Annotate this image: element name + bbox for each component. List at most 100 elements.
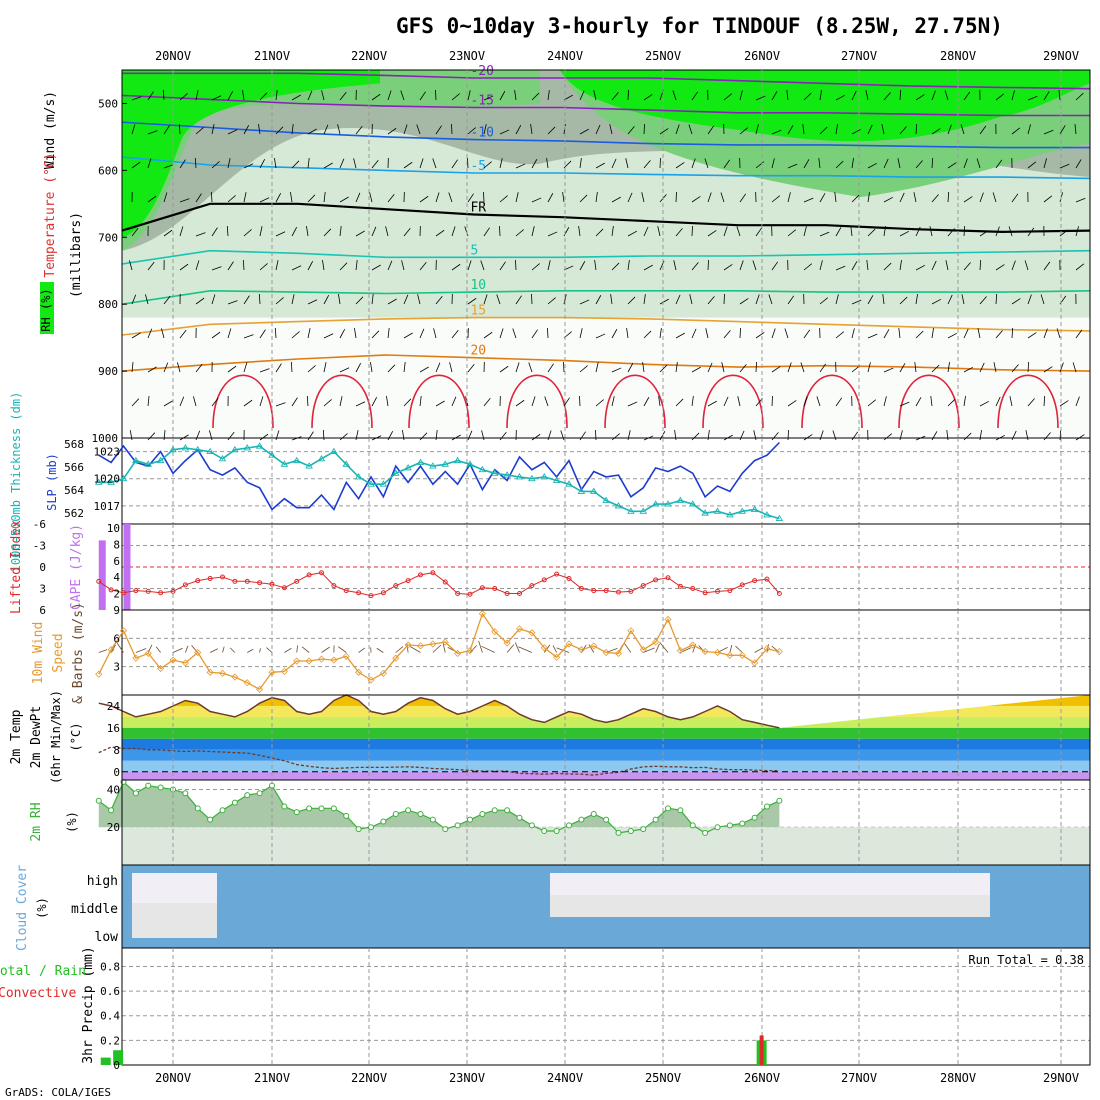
wind-barb	[1027, 332, 1037, 339]
wind-barb	[723, 264, 733, 271]
thickness-marker	[453, 456, 462, 464]
rh-marker	[590, 811, 597, 817]
wind-barb	[595, 333, 606, 339]
wind-barb	[579, 158, 582, 169]
wind-barb-10m	[155, 646, 161, 653]
wind-barb	[931, 260, 937, 271]
wind-barb	[595, 399, 604, 407]
wind-barb	[611, 226, 614, 237]
wind-barb	[307, 90, 313, 101]
wind-barb	[771, 261, 779, 271]
wind-barb	[435, 192, 440, 203]
wind-barb	[835, 397, 843, 407]
lifted-index-marker	[455, 591, 461, 597]
lifted-index-marker	[331, 583, 337, 589]
rh-marker	[293, 809, 300, 816]
wind-barb	[290, 192, 293, 203]
top-day-label: 24NOV	[547, 49, 583, 63]
wind-barb-10m	[209, 648, 218, 653]
wind-barb	[771, 432, 779, 441]
wind-barb	[995, 330, 1003, 339]
rh-marker	[764, 803, 770, 810]
wind-barb	[483, 331, 493, 339]
lifted-index-marker	[405, 578, 411, 584]
wind-barb	[803, 92, 812, 101]
wind-barb	[739, 260, 744, 271]
wind-barb	[371, 226, 377, 237]
wind-barb	[528, 362, 533, 373]
temperature-axis-label: Temperature (°C)	[43, 152, 58, 277]
thickness-marker	[639, 507, 648, 514]
rh-axis-label-2: (%)	[65, 811, 79, 833]
wind-tick: 6	[113, 632, 120, 645]
thickness-marker	[490, 469, 499, 476]
pressure-tick: 700	[98, 231, 118, 244]
thickness-marker	[565, 480, 573, 487]
top-day-label: 20NOV	[155, 49, 191, 63]
wind-speed-marker	[355, 668, 363, 676]
thickness-marker	[688, 500, 697, 507]
wind-barb	[1072, 362, 1077, 373]
wind-barb	[227, 90, 234, 101]
slp-axis-label: SLP (mb)	[45, 453, 59, 511]
wind-speed-marker	[181, 659, 189, 667]
rh-marker	[244, 792, 251, 799]
wind-speed-marker	[330, 656, 338, 664]
wind-barb	[275, 260, 279, 271]
wind-barb	[195, 260, 200, 271]
top-day-label: 25NOV	[645, 49, 681, 63]
wind-barb	[467, 90, 471, 101]
wind-tick: 3	[113, 661, 120, 674]
rh-marker	[553, 828, 560, 834]
wind-barb	[819, 193, 826, 203]
wind-barb	[274, 158, 277, 169]
wind-barb	[483, 124, 487, 135]
wind-barb	[931, 298, 942, 305]
thickness-marker	[651, 500, 660, 507]
wind-barb	[899, 260, 902, 271]
wind-barb	[963, 432, 972, 441]
lifted-index-marker	[566, 575, 572, 581]
wind-barb	[739, 193, 747, 203]
wind-barb	[835, 265, 846, 271]
wind-barb	[499, 129, 510, 135]
wind-barb	[659, 157, 661, 169]
contour-label: -10	[470, 126, 493, 141]
wind-barb	[531, 396, 536, 407]
wind-barb	[403, 332, 413, 339]
cape-tick: 8	[113, 538, 120, 551]
wind-barb	[291, 124, 294, 135]
wind-barb	[643, 264, 653, 271]
wind-barb	[963, 225, 966, 237]
wind-barb	[258, 124, 261, 135]
cape-bar	[123, 524, 131, 610]
wind-barb-10m	[729, 644, 733, 653]
lifted-index-marker	[578, 586, 584, 591]
wind-barb	[977, 328, 981, 339]
wind-barb	[707, 125, 715, 135]
wind-barb-10m	[655, 643, 660, 653]
wind-barb	[387, 364, 396, 373]
pressure-tick: 600	[98, 164, 118, 177]
wind-barb	[179, 226, 184, 237]
wind-barb	[163, 362, 169, 373]
wind-barb	[131, 362, 134, 373]
wind-barb	[915, 330, 924, 339]
rh-marker	[491, 807, 498, 814]
wind-barb	[1058, 90, 1061, 101]
precip-total-bar	[113, 1050, 124, 1065]
rh-marker	[306, 805, 313, 812]
rh-baseline-fill	[122, 827, 1090, 865]
precip-panel-frame	[121, 947, 1091, 1066]
wind-barb	[499, 195, 508, 203]
wind-barb	[931, 128, 941, 135]
wind-barb	[147, 328, 153, 339]
wind-barb	[211, 124, 215, 135]
precip-convective-bar	[759, 1035, 764, 1065]
wind-barb	[851, 261, 858, 271]
rh-marker	[541, 828, 548, 834]
wind-barb	[963, 196, 973, 203]
wind-barb	[993, 362, 997, 373]
wind-barb	[803, 263, 813, 271]
wind-barb	[755, 398, 763, 407]
